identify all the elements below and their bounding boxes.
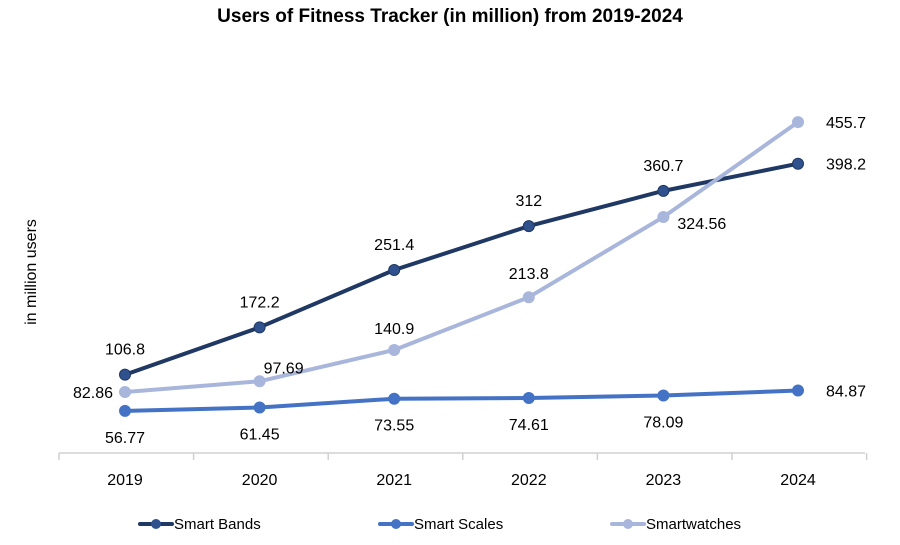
data-point <box>657 389 670 402</box>
data-label: 78.09 <box>643 414 683 431</box>
data-point <box>657 184 670 197</box>
series-line-smart-bands <box>124 161 799 377</box>
chart-title: Users of Fitness Tracker (in million) fr… <box>217 6 683 27</box>
data-point <box>792 157 804 170</box>
data-label: 82.86 <box>73 385 113 402</box>
legend-item: Smart Scales <box>378 516 503 533</box>
data-label: 61.45 <box>240 427 280 444</box>
data-point <box>792 384 804 397</box>
x-tick-label: 2019 <box>107 472 143 489</box>
x-tick-label: 2022 <box>511 472 547 489</box>
data-label: 312 <box>515 193 542 210</box>
data-label: 172.2 <box>240 294 280 311</box>
data-point <box>253 401 266 414</box>
data-label: 97.69 <box>264 360 304 377</box>
data-label: 74.61 <box>509 417 549 434</box>
data-label: 213.8 <box>509 266 549 283</box>
data-label: 324.56 <box>677 216 726 233</box>
data-point <box>522 291 535 304</box>
data-label: 360.7 <box>643 158 683 175</box>
data-point <box>388 392 401 405</box>
x-tick-label: 2023 <box>646 472 682 489</box>
data-point <box>253 375 266 388</box>
data-point <box>119 404 131 417</box>
data-label: 84.87 <box>826 384 866 401</box>
data-label: 398.2 <box>826 157 866 174</box>
data-point <box>522 220 535 233</box>
data-point <box>388 343 401 356</box>
legend-label: Smart Bands <box>174 516 261 533</box>
data-label: 106.8 <box>105 342 145 359</box>
data-point <box>253 321 266 334</box>
x-tick-label: 2020 <box>242 472 278 489</box>
data-point <box>792 116 804 129</box>
data-label: 455.7 <box>826 115 866 132</box>
legend-marker <box>151 519 161 529</box>
data-point <box>522 391 535 404</box>
series-line-smart-scales <box>124 388 799 413</box>
data-point <box>657 211 670 224</box>
data-label: 140.9 <box>374 321 414 338</box>
legend-label: Smartwatches <box>646 516 741 533</box>
legend-item: Smart Bands <box>138 516 261 533</box>
data-point <box>119 386 131 399</box>
legend-marker <box>391 519 401 529</box>
data-point <box>388 263 401 276</box>
legend-marker <box>623 519 633 529</box>
x-tick-label: 2024 <box>780 472 816 489</box>
data-label: 251.4 <box>374 237 414 254</box>
series-line-smartwatches <box>124 120 800 395</box>
legend-item: Smartwatches <box>610 516 741 533</box>
data-point <box>119 368 131 381</box>
legend-label: Smart Scales <box>414 516 503 533</box>
data-label: 73.55 <box>374 418 414 435</box>
x-tick-label: 2021 <box>376 472 412 489</box>
data-label: 56.77 <box>105 430 145 447</box>
